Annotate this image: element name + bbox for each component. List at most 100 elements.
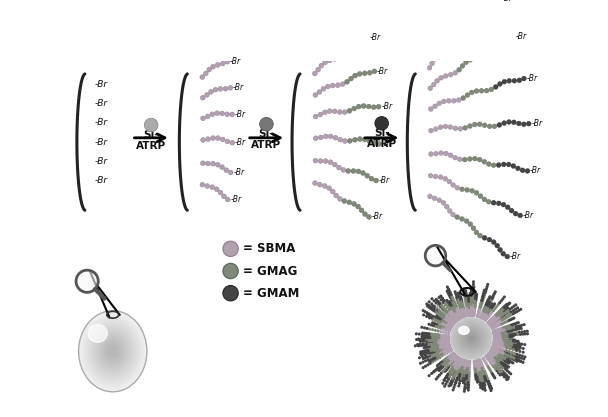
Circle shape: [439, 327, 442, 329]
Circle shape: [447, 366, 450, 369]
Circle shape: [443, 320, 446, 324]
Circle shape: [417, 337, 420, 341]
Ellipse shape: [83, 316, 142, 386]
Circle shape: [477, 12, 482, 16]
Ellipse shape: [94, 329, 131, 374]
Circle shape: [440, 337, 443, 341]
Circle shape: [225, 59, 230, 64]
Circle shape: [507, 353, 510, 356]
Circle shape: [482, 314, 485, 317]
Circle shape: [455, 316, 458, 319]
Circle shape: [490, 317, 493, 320]
Circle shape: [507, 353, 510, 356]
Circle shape: [448, 324, 451, 327]
Circle shape: [438, 374, 441, 377]
Circle shape: [479, 379, 483, 382]
Circle shape: [486, 301, 489, 304]
Circle shape: [452, 359, 455, 362]
Circle shape: [434, 306, 437, 309]
Circle shape: [466, 364, 469, 367]
Circle shape: [461, 361, 465, 364]
Circle shape: [457, 157, 462, 162]
Circle shape: [468, 360, 471, 363]
Circle shape: [442, 344, 445, 347]
Circle shape: [515, 322, 518, 325]
Circle shape: [438, 309, 441, 312]
Circle shape: [486, 299, 489, 303]
Circle shape: [439, 316, 442, 319]
Circle shape: [493, 338, 496, 341]
Circle shape: [502, 316, 505, 319]
Circle shape: [461, 307, 465, 310]
Circle shape: [427, 304, 430, 307]
Circle shape: [443, 176, 447, 181]
Circle shape: [470, 309, 473, 311]
Circle shape: [443, 313, 446, 316]
Circle shape: [439, 330, 442, 333]
Circle shape: [489, 300, 492, 303]
Circle shape: [421, 351, 424, 354]
Circle shape: [444, 335, 447, 338]
Ellipse shape: [89, 324, 136, 379]
Circle shape: [500, 330, 503, 333]
Circle shape: [472, 314, 475, 317]
Circle shape: [443, 360, 446, 363]
Circle shape: [442, 313, 445, 317]
Circle shape: [479, 373, 483, 376]
Circle shape: [500, 371, 503, 374]
Circle shape: [447, 309, 451, 311]
Circle shape: [332, 57, 337, 61]
Circle shape: [477, 367, 480, 370]
Circle shape: [463, 385, 466, 388]
Text: -Br: -Br: [95, 138, 108, 147]
Circle shape: [446, 310, 449, 313]
Circle shape: [451, 319, 491, 358]
Circle shape: [466, 367, 469, 370]
Circle shape: [449, 296, 452, 299]
Circle shape: [500, 309, 503, 312]
Circle shape: [511, 362, 514, 364]
Circle shape: [486, 305, 489, 308]
Circle shape: [500, 353, 503, 356]
Circle shape: [501, 297, 504, 301]
Circle shape: [438, 335, 441, 338]
Circle shape: [446, 343, 449, 347]
Circle shape: [436, 336, 440, 339]
Circle shape: [446, 344, 449, 348]
Circle shape: [437, 344, 440, 347]
Circle shape: [430, 333, 434, 336]
Circle shape: [505, 351, 508, 354]
Circle shape: [498, 360, 501, 363]
Circle shape: [492, 317, 495, 320]
Circle shape: [432, 56, 437, 61]
Circle shape: [429, 359, 432, 362]
Circle shape: [455, 311, 458, 314]
Circle shape: [480, 377, 484, 380]
Circle shape: [475, 359, 478, 362]
Circle shape: [488, 306, 491, 309]
Circle shape: [447, 356, 451, 359]
Circle shape: [457, 300, 460, 303]
Circle shape: [478, 372, 481, 375]
Circle shape: [426, 304, 429, 308]
Circle shape: [430, 297, 434, 300]
Circle shape: [480, 367, 483, 370]
Circle shape: [486, 321, 489, 324]
Circle shape: [502, 326, 505, 329]
Circle shape: [447, 332, 451, 335]
Circle shape: [438, 362, 441, 366]
Circle shape: [426, 342, 429, 344]
Circle shape: [493, 347, 496, 350]
Circle shape: [460, 367, 463, 371]
Circle shape: [454, 302, 457, 305]
Circle shape: [447, 378, 450, 381]
Circle shape: [465, 374, 468, 377]
Circle shape: [429, 305, 432, 308]
Circle shape: [502, 364, 505, 367]
Ellipse shape: [103, 340, 122, 363]
Circle shape: [467, 314, 470, 317]
Circle shape: [486, 379, 489, 382]
Circle shape: [459, 361, 462, 364]
Circle shape: [474, 370, 477, 373]
Circle shape: [337, 55, 342, 59]
